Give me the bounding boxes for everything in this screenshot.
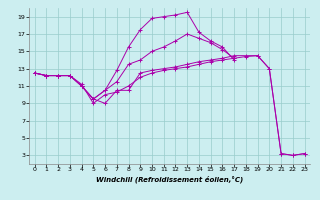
X-axis label: Windchill (Refroidissement éolien,°C): Windchill (Refroidissement éolien,°C) xyxy=(96,175,243,183)
